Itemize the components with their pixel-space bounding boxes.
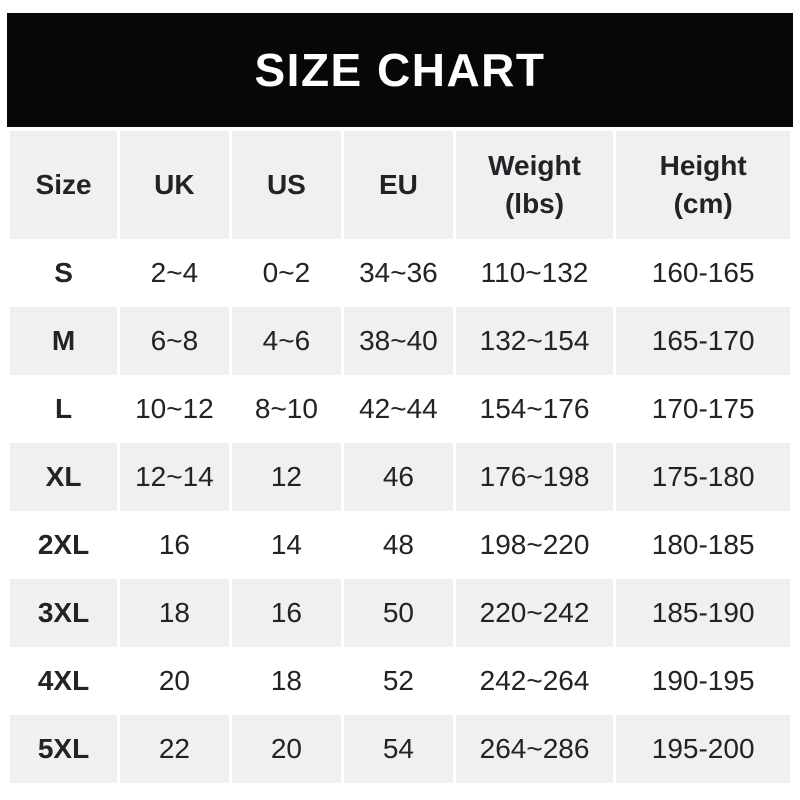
eu-cell: 52 [344,647,453,715]
weight-cell: 154~176 [455,375,614,443]
size-table-header: Size UK US EU Weight (lbs) Height (cm) [10,131,790,239]
column-header-height: Height (cm) [616,131,790,239]
column-header-weight: Weight (lbs) [455,131,614,239]
weight-cell: 198~220 [455,511,614,579]
height-cell: 180-185 [616,511,790,579]
height-cell: 175-180 [616,443,790,511]
table-row: L 10~12 8~10 42~44 154~176 170-175 [10,375,790,443]
height-cell: 160-165 [616,239,790,307]
height-cell: 195-200 [616,715,790,783]
weight-cell: 110~132 [455,239,614,307]
eu-cell: 54 [344,715,453,783]
table-row: XL 12~14 12 46 176~198 175-180 [10,443,790,511]
eu-cell: 48 [344,511,453,579]
us-cell: 18 [231,647,342,715]
uk-cell: 20 [120,647,229,715]
eu-cell: 34~36 [344,239,453,307]
size-cell: 4XL [10,647,118,715]
weight-cell: 132~154 [455,307,614,375]
table-row: M 6~8 4~6 38~40 132~154 165-170 [10,307,790,375]
table-row: 5XL 22 20 54 264~286 195-200 [10,715,790,783]
eu-cell: 38~40 [344,307,453,375]
us-cell: 16 [231,579,342,647]
height-cell: 190-195 [616,647,790,715]
us-cell: 4~6 [231,307,342,375]
height-cell: 165-170 [616,307,790,375]
table-row: 4XL 20 18 52 242~264 190-195 [10,647,790,715]
size-cell: 2XL [10,511,118,579]
size-cell: M [10,307,118,375]
column-header-uk: UK [120,131,229,239]
uk-cell: 16 [120,511,229,579]
page-title: SIZE CHART [254,44,546,96]
size-table-body: S 2~4 0~2 34~36 110~132 160-165 M 6~8 4~6 38~40 13… [10,239,790,783]
size-cell: L [10,375,118,443]
eu-cell: 46 [344,443,453,511]
us-cell: 12 [231,443,342,511]
table-row: 2XL 16 14 48 198~220 180-185 [10,511,790,579]
weight-cell: 242~264 [455,647,614,715]
column-header-eu: EU [344,131,453,239]
us-cell: 0~2 [231,239,342,307]
us-cell: 20 [231,715,342,783]
height-cell: 185-190 [616,579,790,647]
weight-cell: 176~198 [455,443,614,511]
weight-cell: 220~242 [455,579,614,647]
uk-cell: 2~4 [120,239,229,307]
weight-cell: 264~286 [455,715,614,783]
us-cell: 8~10 [231,375,342,443]
column-header-size: Size [10,131,118,239]
uk-cell: 10~12 [120,375,229,443]
header-row: Size UK US EU Weight (lbs) Height (cm) [10,131,790,239]
height-cell: 170-175 [616,375,790,443]
us-cell: 14 [231,511,342,579]
eu-cell: 50 [344,579,453,647]
table-row: S 2~4 0~2 34~36 110~132 160-165 [10,239,790,307]
uk-cell: 12~14 [120,443,229,511]
table-row: 3XL 18 16 50 220~242 185-190 [10,579,790,647]
size-cell: XL [10,443,118,511]
banner: SIZE CHART [7,13,793,127]
uk-cell: 22 [120,715,229,783]
size-cell: 5XL [10,715,118,783]
column-header-us: US [231,131,342,239]
uk-cell: 18 [120,579,229,647]
eu-cell: 42~44 [344,375,453,443]
uk-cell: 6~8 [120,307,229,375]
size-table: Size UK US EU Weight (lbs) Height (cm) S… [7,131,793,783]
size-cell: S [10,239,118,307]
size-cell: 3XL [10,579,118,647]
